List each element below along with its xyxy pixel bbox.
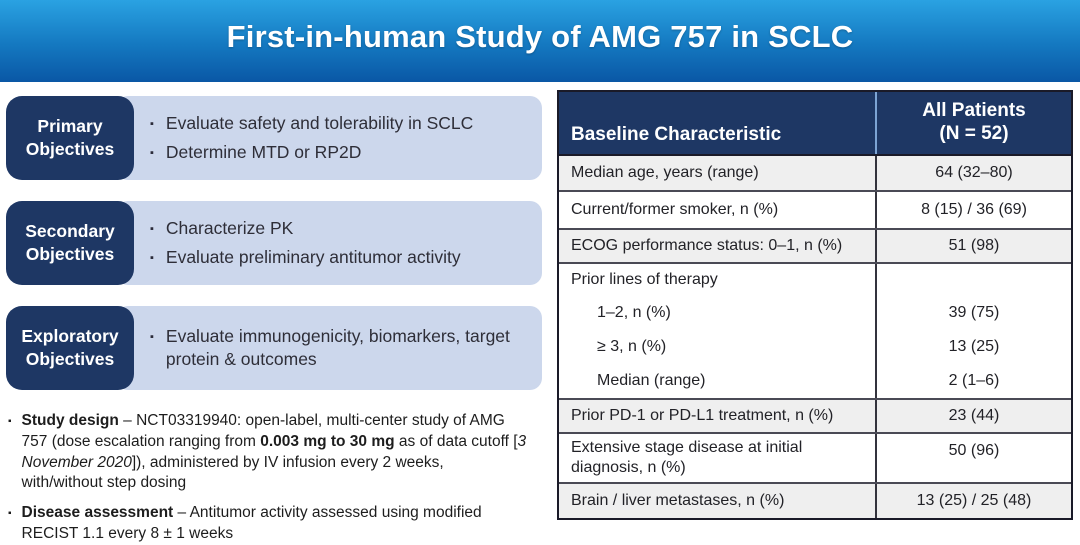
row-label: 1–2, n (%) xyxy=(597,304,671,321)
objective-bullet-text: Determine MTD or RP2D xyxy=(165,142,362,162)
objectives-section: Primary Objectives ▪ Evaluate safety and… xyxy=(6,96,542,545)
col-header-all-patients-line2: (N = 52) xyxy=(939,123,1009,144)
objective-bullet-text: Characterize PK xyxy=(165,218,294,239)
baseline-table: Baseline Characteristic All Patients (N … xyxy=(557,90,1073,520)
row-label: Median age, years (range) xyxy=(571,164,759,181)
objective-group-primary: Primary Objectives ▪ Evaluate safety and… xyxy=(6,96,542,180)
objective-panel-primary: ▪ Evaluate safety and tolerability in SC… xyxy=(116,96,542,180)
row-label: ECOG performance status: 0–1, n (%) xyxy=(571,237,843,254)
square-bullet-icon: ▪ xyxy=(150,331,154,344)
objective-panel-exploratory: ▪ Evaluate immunogenicity, biomarkers, t… xyxy=(116,306,542,390)
objective-bullet-text: Evaluate safety and tolerability in SCLC xyxy=(165,113,474,134)
row-label: Brain / liver metastases, n (%) xyxy=(571,492,785,509)
note-segment: as of data cutoff [ xyxy=(394,432,518,450)
note-segment: – Antitumor activity assessed using modi… xyxy=(21,504,482,542)
objective-label-secondary: Secondary Objectives xyxy=(6,201,134,285)
square-bullet-icon: ▪ xyxy=(150,252,154,264)
col-header-all-patients: All Patients (N = 52) xyxy=(875,92,1071,154)
objective-group-secondary: Secondary Objectives ▪ Characterize PK ▪… xyxy=(6,201,542,285)
table-row-prior-lines-ge3: ≥ 3, n (%) 13 (25) xyxy=(559,330,1071,364)
col-header-all-patients-line1: All Patients xyxy=(922,100,1026,122)
row-value: 13 (25) xyxy=(875,330,1071,364)
row-value: 39 (75) xyxy=(875,296,1071,330)
table-row-median-age: Median age, years (range) 64 (32–80) xyxy=(559,156,1071,190)
header-banner: First-in-human Study of AMG 757 in SCLC xyxy=(0,0,1080,82)
row-value: 23 (44) xyxy=(875,400,1071,432)
table-row-prior-lines-median: Median (range) 2 (1–6) xyxy=(559,364,1071,398)
objective-label-exploratory: Exploratory Objectives xyxy=(6,306,134,390)
note-segment: Disease assessment xyxy=(21,504,174,522)
row-value: 2 (1–6) xyxy=(875,364,1071,398)
row-label: Median (range) xyxy=(597,372,706,389)
row-label: ≥ 3, n (%) xyxy=(597,338,667,355)
objective-bullet-text: Evaluate immunogenicity, biomarkers, tar… xyxy=(165,326,510,369)
objective-bullet: ▪ Characterize PK xyxy=(150,217,534,240)
row-label: Extensive stage disease at initial diagn… xyxy=(571,439,803,476)
table-row-prior-lines: Prior lines of therapy xyxy=(559,262,1071,296)
row-value: 64 (32–80) xyxy=(875,156,1071,190)
table-row-brain-liver: Brain / liver metastases, n (%) 13 (25) … xyxy=(559,482,1071,518)
objective-group-exploratory: Exploratory Objectives ▪ Evaluate immuno… xyxy=(6,306,542,390)
page-title: First-in-human Study of AMG 757 in SCLC xyxy=(226,19,854,54)
objective-bullet: ▪ Evaluate immunogenicity, biomarkers, t… xyxy=(150,325,534,371)
table-row-ecog: ECOG performance status: 0–1, n (%) 51 (… xyxy=(559,228,1071,262)
study-notes: ▪ Study design – NCT03319940: open-label… xyxy=(6,411,542,545)
square-bullet-icon: ▪ xyxy=(150,223,154,236)
objective-bullet-text: Evaluate preliminary antitumor activity xyxy=(165,247,461,267)
row-value xyxy=(875,264,1071,296)
note-text: Study design – NCT03319940: open-label, … xyxy=(22,411,528,494)
row-value: 8 (15) / 36 (69) xyxy=(875,192,1071,228)
objective-panel-secondary: ▪ Characterize PK ▪ Evaluate preliminary… xyxy=(116,201,542,285)
square-bullet-icon: ▪ xyxy=(150,118,154,131)
note-segment: 3 November 2020 xyxy=(21,432,527,471)
col-header-characteristic: Baseline Characteristic xyxy=(571,124,782,145)
row-label: Prior lines of therapy xyxy=(571,271,718,288)
objective-bullet: ▪ Determine MTD or RP2D xyxy=(150,141,534,164)
objective-bullet: ▪ Evaluate safety and tolerability in SC… xyxy=(150,112,534,135)
table-row-prior-lines-1-2: 1–2, n (%) 39 (75) xyxy=(559,296,1071,330)
note-segment: – NCT03319940: open-label, multi-center … xyxy=(21,412,505,450)
note-segment: ]), administered by IV infusion every 2 … xyxy=(21,453,444,492)
note-text: Disease assessment – Antitumor activity … xyxy=(22,503,528,545)
note-disease-assessment: ▪ Disease assessment – Antitumor activit… xyxy=(8,503,542,545)
row-value: 50 (96) xyxy=(875,434,1071,482)
objective-label-primary: Primary Objectives xyxy=(6,96,134,180)
objective-bullet: ▪ Evaluate preliminary antitumor activit… xyxy=(150,246,534,269)
row-label: Prior PD-1 or PD-L1 treatment, n (%) xyxy=(571,407,834,424)
table-row-smoker: Current/former smoker, n (%) 8 (15) / 36… xyxy=(559,190,1071,228)
row-value: 51 (98) xyxy=(875,230,1071,262)
square-bullet-icon: ▪ xyxy=(8,508,12,520)
note-study-design: ▪ Study design – NCT03319940: open-label… xyxy=(8,411,542,494)
table-row-prior-pd1: Prior PD-1 or PD-L1 treatment, n (%) 23 … xyxy=(559,398,1071,432)
table-header: Baseline Characteristic All Patients (N … xyxy=(559,92,1071,156)
square-bullet-icon: ▪ xyxy=(8,416,12,427)
row-value: 13 (25) / 25 (48) xyxy=(875,484,1071,518)
table-row-extensive-stage: Extensive stage disease at initial diagn… xyxy=(559,432,1071,482)
note-segment: Study design xyxy=(21,412,119,429)
row-label: Current/former smoker, n (%) xyxy=(571,201,779,218)
note-segment: 0.003 mg to 30 mg xyxy=(260,432,395,450)
square-bullet-icon: ▪ xyxy=(150,147,154,159)
